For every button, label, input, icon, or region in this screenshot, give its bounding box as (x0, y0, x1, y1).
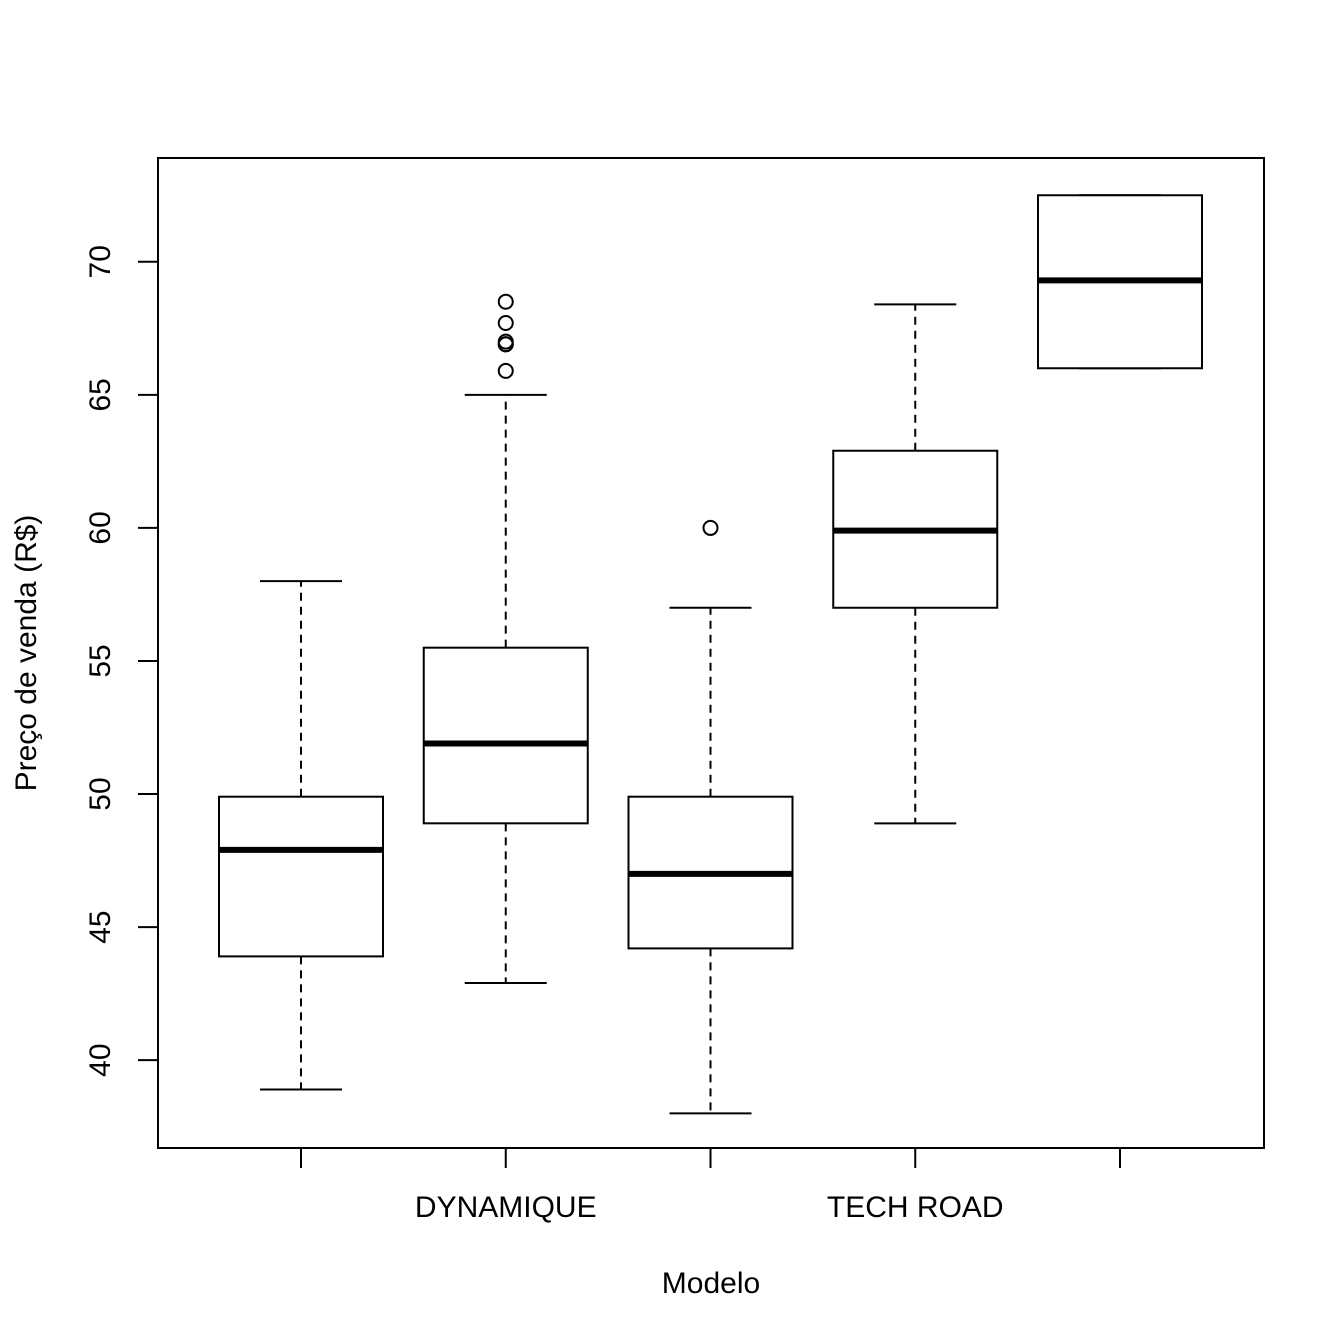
x-tick-label: DYNAMIQUE (415, 1191, 597, 1224)
outlier-point (497, 362, 514, 379)
outlier-point (497, 315, 514, 331)
y-tick-label: 40 (84, 1043, 117, 1076)
box-group (627, 519, 794, 1115)
box-iqr (422, 646, 589, 825)
outlier-point (702, 519, 719, 536)
y-axis: 40 45 50 55 60 65 70 (84, 245, 158, 1077)
box-group (1037, 194, 1203, 370)
y-tick-label: 50 (84, 777, 117, 810)
y-tick-label: 55 (84, 644, 117, 677)
box-group (218, 580, 384, 1091)
outlier-point (497, 333, 514, 350)
box-iqr (218, 795, 384, 958)
y-tick-label: 60 (84, 511, 117, 544)
x-tick-label: TECH ROAD (827, 1191, 1004, 1224)
x-axis: DYNAMIQUE TECH ROAD (300, 1148, 1121, 1224)
box-group (422, 293, 589, 984)
y-tick-label: 45 (84, 910, 117, 943)
y-tick-label: 70 (84, 245, 117, 278)
x-axis-label: Modelo (662, 1267, 760, 1300)
outlier-point (497, 293, 514, 310)
y-axis-label: Preço de venda (R$) (10, 515, 43, 792)
y-tick-label: 65 (84, 378, 117, 411)
box-series (218, 194, 1203, 1115)
box-group (832, 303, 999, 825)
